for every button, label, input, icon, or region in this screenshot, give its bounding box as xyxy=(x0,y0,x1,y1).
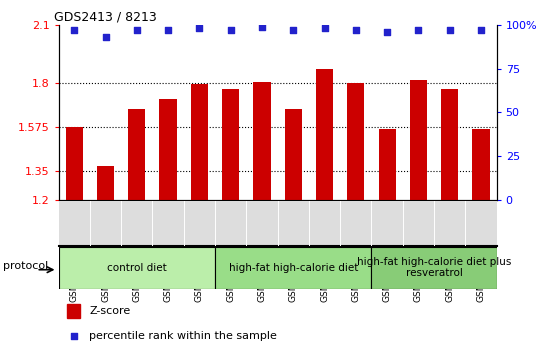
Bar xyxy=(215,247,372,289)
Text: Z-score: Z-score xyxy=(89,306,131,316)
Point xyxy=(320,25,329,31)
Text: high-fat high-calorie diet plus
resveratrol: high-fat high-calorie diet plus resverat… xyxy=(357,257,511,279)
Bar xyxy=(285,109,302,200)
Bar xyxy=(347,83,364,200)
Text: GDS2413 / 8213: GDS2413 / 8213 xyxy=(54,11,157,24)
Bar xyxy=(160,99,177,200)
Bar xyxy=(59,247,215,289)
Bar xyxy=(66,127,83,200)
Bar xyxy=(410,80,427,200)
Point xyxy=(163,27,172,33)
Point xyxy=(289,27,298,33)
Point xyxy=(257,24,266,29)
Point xyxy=(195,25,204,31)
Bar xyxy=(316,69,333,200)
Point xyxy=(445,27,454,33)
Point xyxy=(70,27,79,33)
Bar xyxy=(372,247,497,289)
Point xyxy=(477,27,485,33)
Point xyxy=(101,34,110,40)
Bar xyxy=(97,166,114,200)
Text: percentile rank within the sample: percentile rank within the sample xyxy=(89,331,277,341)
Point xyxy=(226,27,235,33)
Bar xyxy=(441,89,458,200)
Bar xyxy=(473,129,489,200)
Text: protocol: protocol xyxy=(3,261,48,270)
Point xyxy=(352,27,360,33)
Point xyxy=(132,27,141,33)
Bar xyxy=(378,129,396,200)
Bar xyxy=(128,109,146,200)
Bar xyxy=(222,89,239,200)
Point xyxy=(69,333,78,339)
Bar xyxy=(191,84,208,200)
Text: high-fat high-calorie diet: high-fat high-calorie diet xyxy=(229,263,358,273)
Bar xyxy=(253,82,271,200)
Text: control diet: control diet xyxy=(107,263,167,273)
Bar xyxy=(68,304,80,318)
Point xyxy=(414,27,423,33)
Point xyxy=(383,29,392,35)
